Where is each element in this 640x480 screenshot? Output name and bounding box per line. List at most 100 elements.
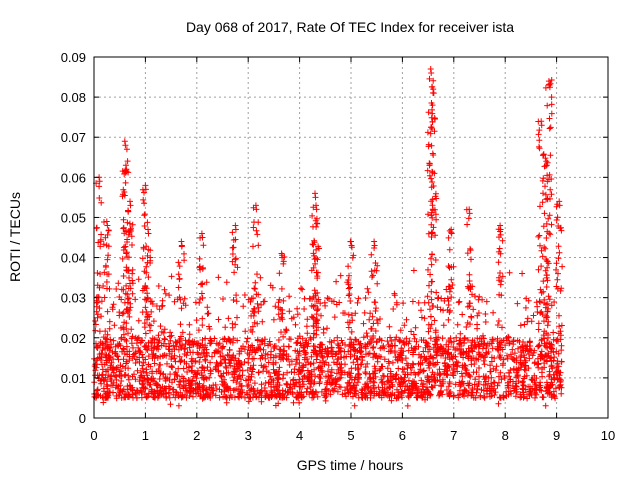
data-point: [141, 200, 148, 207]
data-point: [406, 338, 413, 345]
data-point: [485, 380, 492, 387]
data-point: [93, 299, 100, 306]
data-point: [546, 296, 553, 303]
data-point: [229, 258, 236, 265]
data-point: [128, 326, 135, 333]
data-point: [399, 366, 406, 373]
data-point: [348, 385, 355, 392]
data-point: [199, 281, 206, 288]
data-point: [131, 371, 137, 378]
data-point: [401, 322, 408, 329]
data-point: [371, 242, 378, 249]
data-point: [124, 236, 131, 243]
data-point: [545, 215, 552, 222]
data-point: [217, 372, 224, 379]
data-point: [244, 367, 251, 374]
data-point: [97, 243, 104, 250]
data-point: [427, 130, 434, 137]
data-point: [243, 338, 250, 345]
data-point: [437, 306, 444, 313]
data-point: [140, 196, 147, 203]
data-point: [522, 362, 529, 369]
data-point: [216, 394, 223, 401]
data-point: [125, 231, 132, 238]
data-point: [309, 391, 316, 397]
data-point: [310, 322, 317, 329]
data-point: [176, 338, 183, 345]
data-point: [308, 373, 315, 380]
data-point: [555, 243, 562, 250]
data-point: [299, 378, 306, 385]
data-point: [205, 310, 212, 317]
data-point: [315, 324, 322, 331]
data-point: [375, 384, 382, 391]
data-point: [514, 300, 521, 307]
data-point: [171, 298, 178, 305]
data-point: [229, 353, 236, 360]
data-point: [176, 353, 183, 360]
data-point: [161, 326, 168, 333]
data-point: [164, 360, 170, 367]
data-point: [475, 343, 482, 350]
data-point: [471, 381, 478, 388]
data-point: [137, 339, 144, 346]
data-point: [106, 318, 113, 325]
data-point: [465, 337, 471, 344]
data-point: [487, 368, 494, 375]
data-point: [262, 393, 269, 400]
data-point: [107, 389, 114, 396]
data-point: [183, 352, 190, 359]
data-point: [500, 360, 506, 367]
data-point: [197, 354, 204, 361]
data-point: [301, 306, 308, 312]
data-point: [140, 368, 147, 375]
data-point: [429, 303, 436, 309]
data-point: [286, 336, 293, 342]
data-point: [325, 368, 331, 375]
data-point: [305, 340, 312, 347]
data-point: [258, 338, 265, 345]
data-point: [387, 370, 394, 377]
data-point: [128, 233, 135, 240]
data-point: [153, 352, 159, 359]
data-point: [147, 260, 154, 266]
data-point: [433, 337, 440, 344]
data-point: [372, 299, 379, 306]
data-point: [464, 283, 471, 290]
data-point: [552, 385, 559, 392]
data-point: [436, 346, 443, 353]
data-point: [410, 267, 417, 274]
data-point: [465, 390, 472, 396]
data-point: [313, 311, 320, 318]
data-point: [245, 381, 252, 388]
data-point: [368, 336, 375, 343]
data-point: [462, 387, 469, 394]
data-point: [255, 291, 262, 298]
data-point: [120, 356, 127, 363]
data-point: [275, 374, 282, 381]
data-point: [428, 198, 435, 205]
data-point: [280, 333, 287, 340]
data-point: [385, 379, 392, 386]
data-point: [448, 339, 455, 346]
data-point: [141, 391, 148, 398]
x-tick-label: 5: [347, 428, 354, 443]
data-point: [203, 386, 210, 393]
data-point: [334, 388, 341, 395]
data-point: [499, 346, 506, 353]
data-point: [310, 343, 317, 349]
data-point: [547, 186, 554, 193]
data-point: [536, 232, 543, 239]
data-point: [252, 285, 259, 292]
data-point: [323, 393, 330, 399]
data-point: [464, 303, 471, 310]
data-point: [478, 353, 484, 360]
data-point: [495, 318, 502, 324]
data-point: [277, 346, 284, 353]
data-point: [276, 270, 283, 277]
data-point: [232, 321, 239, 328]
data-point: [400, 300, 407, 307]
data-point: [304, 330, 311, 337]
data-point: [145, 230, 152, 237]
x-tick-label: 9: [553, 428, 560, 443]
